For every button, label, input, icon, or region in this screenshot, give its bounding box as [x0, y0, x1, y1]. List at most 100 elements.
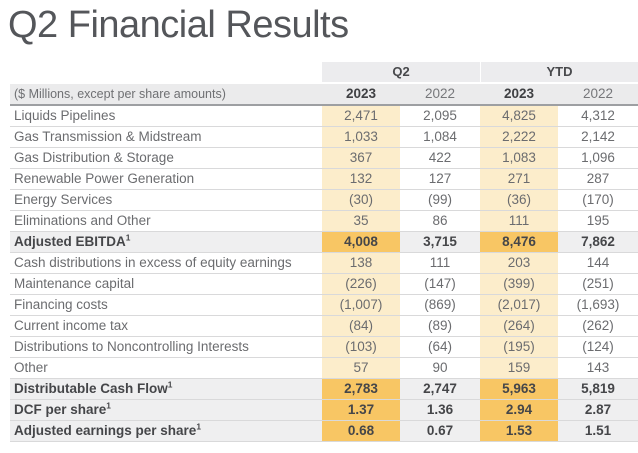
table-row: Cash distributions in excess of equity e…	[10, 253, 638, 274]
value-cell: 7,862	[558, 232, 638, 252]
value-cell: 1.36	[400, 400, 480, 420]
value-cell: 57	[322, 358, 400, 378]
value-cell: (251)	[582, 276, 614, 291]
value-cell: 2.87	[558, 400, 638, 420]
table-row: Eliminations and Other 35 86 111 195	[10, 211, 638, 232]
row-label: Adjusted EBITDA1	[10, 232, 322, 252]
row-label: Adjusted earnings per share1	[10, 421, 322, 441]
value-cell: 144	[586, 255, 610, 270]
band-spacer	[10, 62, 322, 82]
value-cell: (147)	[424, 276, 456, 291]
row-label: Distributable Cash Flow1	[10, 379, 322, 399]
value-cell: 159	[480, 358, 558, 378]
value-cell: 111	[429, 255, 451, 270]
value-cell: 132	[322, 169, 400, 189]
value-cell: 2,142	[581, 129, 615, 144]
unit-note: ($ Millions, except per share amounts)	[14, 87, 226, 101]
year-header-q2-2023: 2023	[345, 86, 377, 101]
value-cell: 111	[480, 211, 558, 231]
value-cell: 367	[322, 148, 400, 168]
table-row: Current income tax (84) (89) (264) (262)	[10, 316, 638, 337]
value-cell: 1.53	[480, 421, 558, 441]
value-cell: (1,007)	[322, 295, 400, 315]
table-row: Distributable Cash Flow1 2,783 2,747 5,963 5…	[10, 379, 638, 400]
value-cell: (84)	[322, 316, 400, 336]
value-cell: 271	[480, 169, 558, 189]
row-label: Energy Services	[14, 192, 113, 207]
value-cell: 0.67	[400, 421, 480, 441]
column-group-band: Q2 YTD	[10, 62, 638, 82]
value-cell: 1,083	[480, 148, 558, 168]
value-cell: 8,476	[480, 232, 558, 252]
band-gap	[10, 82, 638, 84]
value-cell: 143	[586, 360, 610, 375]
table-row: Distributions to Noncontrolling Interest…	[10, 337, 638, 358]
row-label: Current income tax	[14, 318, 129, 333]
value-cell: (64)	[427, 339, 452, 354]
value-cell: 422	[428, 150, 452, 165]
value-cell: 2.94	[480, 400, 558, 420]
value-cell: 5,963	[480, 379, 558, 399]
value-cell: 2,095	[423, 108, 457, 123]
table-row: Adjusted EBITDA1 4,008 3,715 8,476 7,862	[10, 232, 638, 253]
table-row: Energy Services (30) (99) (36) (170)	[10, 190, 638, 211]
value-cell: (264)	[480, 316, 558, 336]
value-cell: (262)	[582, 318, 614, 333]
value-cell: (170)	[582, 192, 614, 207]
row-label: Financing costs	[14, 297, 108, 312]
value-cell: (124)	[582, 339, 614, 354]
table-row: Gas Transmission & Midstream 1,033 1,084 2,…	[10, 127, 638, 148]
table-row: Adjusted earnings per share1 0.68 0.67 1.53…	[10, 421, 638, 442]
value-cell: 287	[586, 171, 610, 186]
value-cell: 2,783	[322, 379, 400, 399]
value-cell: (36)	[480, 190, 558, 210]
value-cell: 1.37	[322, 400, 400, 420]
value-cell: (869)	[424, 297, 456, 312]
value-cell: 2,222	[480, 127, 558, 147]
value-cell: 1,033	[322, 127, 400, 147]
value-cell: 2,471	[322, 106, 400, 126]
row-label: Eliminations and Other	[14, 213, 151, 228]
value-cell: 2,747	[400, 379, 480, 399]
value-cell: (30)	[322, 190, 400, 210]
value-cell: (89)	[427, 318, 452, 333]
table-row: DCF per share1 1.37 1.36 2.94 2.87	[10, 400, 638, 421]
value-cell: 90	[432, 360, 448, 375]
value-cell: 127	[428, 171, 452, 186]
row-label: Renewable Power Generation	[14, 171, 195, 186]
page-title: Q2 Financial Results	[8, 4, 349, 46]
row-label: Distributions to Noncontrolling Interest…	[14, 339, 249, 354]
year-header-q2-2022: 2022	[424, 86, 456, 101]
footnote-marker: 1	[125, 232, 131, 243]
table-header-row: ($ Millions, except per share amounts) 2…	[10, 84, 638, 106]
row-label: Maintenance capital	[14, 276, 135, 291]
value-cell: 35	[322, 211, 400, 231]
column-group-q2: Q2	[322, 62, 480, 82]
table-row: Liquids Pipelines 2,471 2,095 4,825 4,312	[10, 106, 638, 127]
footnote-marker: 1	[106, 400, 111, 411]
value-cell: 1,084	[423, 129, 457, 144]
row-label: Liquids Pipelines	[14, 108, 116, 123]
table-row: Other 57 90 159 143	[10, 358, 638, 379]
value-cell: (399)	[480, 274, 558, 294]
value-cell: (226)	[322, 274, 400, 294]
value-cell: (103)	[322, 337, 400, 357]
footnote-marker: 1	[196, 421, 201, 432]
value-cell: (195)	[480, 337, 558, 357]
value-cell: 0.68	[322, 421, 400, 441]
column-group-ytd: YTD	[480, 62, 638, 82]
value-cell: (99)	[427, 192, 452, 207]
year-header-ytd-2023: 2023	[503, 86, 535, 101]
row-label: DCF per share1	[10, 400, 322, 420]
value-cell: 1.51	[558, 421, 638, 441]
value-cell: 195	[586, 213, 610, 228]
value-cell: 3,715	[400, 232, 480, 252]
value-cell: 4,008	[322, 232, 400, 252]
value-cell: 86	[432, 213, 448, 228]
value-cell: 1,096	[581, 150, 615, 165]
value-cell: 138	[322, 253, 400, 273]
financial-table: Q2 YTD ($ Millions, except per share amo…	[10, 62, 638, 442]
row-label: Gas Transmission & Midstream	[14, 129, 202, 144]
row-label: Other	[14, 360, 48, 375]
